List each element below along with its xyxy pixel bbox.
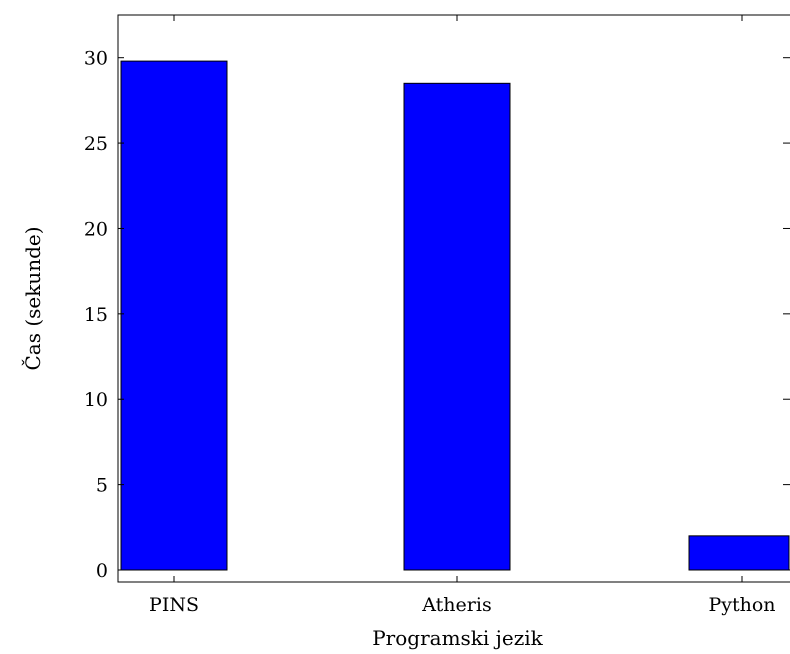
- tick-labels: 0 5 10 15 20 25 30 PINS Atheris Python: [84, 48, 776, 616]
- x-tick-label: Atheris: [421, 594, 491, 616]
- bars: [120, 60, 790, 571]
- y-axis-label: Čas (sekunde): [20, 226, 45, 370]
- y-tick-label: 30: [84, 48, 108, 70]
- x-tick-label: Python: [708, 594, 775, 616]
- y-tick-label: 5: [96, 475, 108, 497]
- bar-python: [688, 535, 790, 571]
- bar-pins: [120, 60, 228, 571]
- ticks: [118, 15, 790, 582]
- axes-frame: [117, 14, 790, 583]
- x-tick-label: PINS: [149, 594, 199, 616]
- y-tick-label: 25: [84, 133, 108, 155]
- x-axis-label: Programski jezik: [372, 626, 543, 650]
- bar-atheris: [403, 82, 511, 571]
- plot-area: [117, 14, 790, 583]
- y-tick-label: 20: [84, 218, 108, 240]
- y-tick-label: 0: [96, 560, 108, 582]
- y-tick-label: 15: [84, 304, 108, 326]
- y-tick-label: 10: [84, 389, 108, 411]
